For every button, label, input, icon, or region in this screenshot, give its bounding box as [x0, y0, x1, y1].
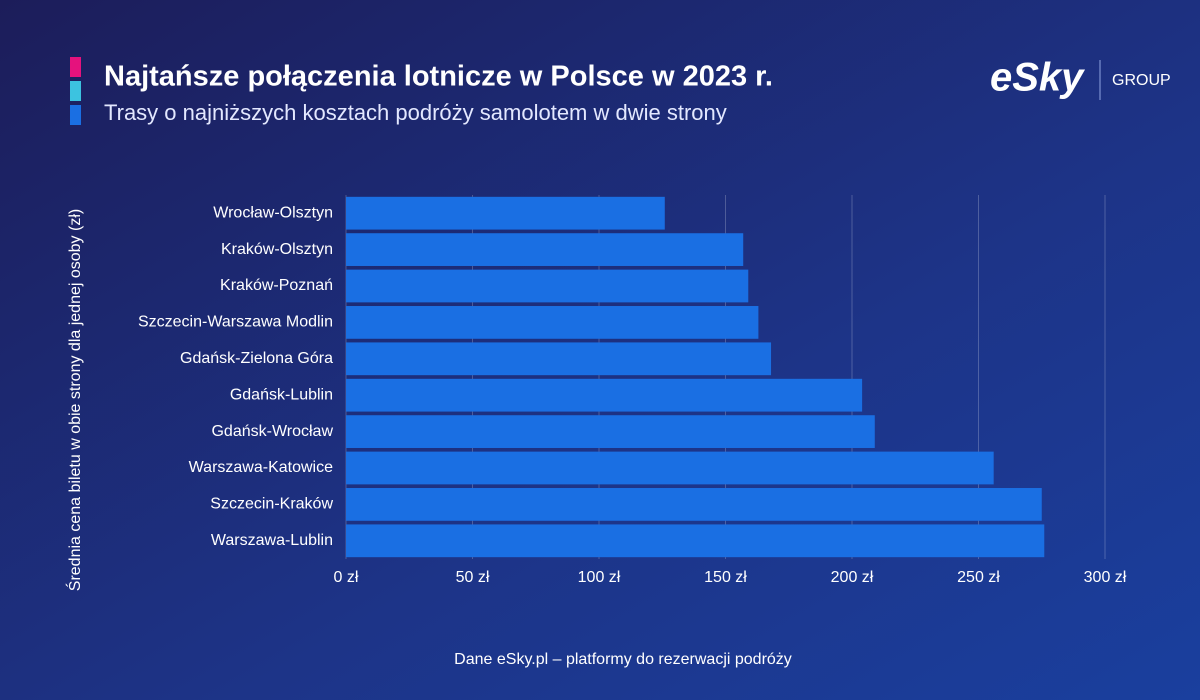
x-tick-label: 100 zł — [578, 569, 621, 586]
y-tick-label: Gdańsk-Wrocław — [211, 423, 333, 440]
y-tick-label: Warszawa-Katowice — [189, 459, 333, 476]
x-tick-label: 300 zł — [1084, 569, 1127, 586]
chart-title: Najtańsze połączenia lotnicze w Polsce w… — [104, 61, 773, 93]
y-tick-label: Kraków-Poznań — [220, 277, 333, 294]
y-tick-label: Warszawa-Lublin — [211, 532, 333, 549]
bar — [346, 233, 744, 266]
x-tick-label: 200 zł — [831, 569, 874, 586]
x-tick-label: 0 zł — [334, 569, 359, 586]
bar — [346, 342, 772, 376]
logo-group: GROUP — [1112, 72, 1171, 89]
y-tick-label: Szczecin-Kraków — [210, 496, 333, 513]
x-tick-label: 250 zł — [957, 569, 1000, 586]
accent — [70, 57, 81, 77]
bar — [346, 415, 875, 448]
y-tick-label: Wrocław-Olsztyn — [213, 204, 333, 221]
y-tick-label: Gdańsk-Lublin — [230, 386, 333, 403]
bar — [346, 488, 1042, 521]
chart-subtitle: Trasy o najniższych kosztach podróży sam… — [104, 100, 727, 125]
accent — [70, 81, 81, 101]
x-tick-label: 50 zł — [456, 569, 490, 586]
bar — [346, 378, 863, 412]
x-tick-label: 150 zł — [704, 569, 747, 586]
accent — [70, 105, 81, 125]
bar — [346, 196, 665, 230]
y-tick-label: Gdańsk-Zielona Góra — [180, 350, 333, 367]
source: Dane eSky.pl – platformy do rezerwacji p… — [454, 651, 792, 668]
logo-brand: eSky — [990, 56, 1085, 100]
bar — [346, 269, 749, 303]
y-tick-label: Szczecin-Warszawa Modlin — [138, 314, 333, 331]
bar — [346, 524, 1045, 558]
bar — [346, 306, 759, 339]
bar — [346, 451, 994, 485]
y-tick-label: Kraków-Olsztyn — [221, 241, 333, 258]
y-axis-label: Średnia cena biletu w obie strony dla je… — [65, 209, 84, 591]
